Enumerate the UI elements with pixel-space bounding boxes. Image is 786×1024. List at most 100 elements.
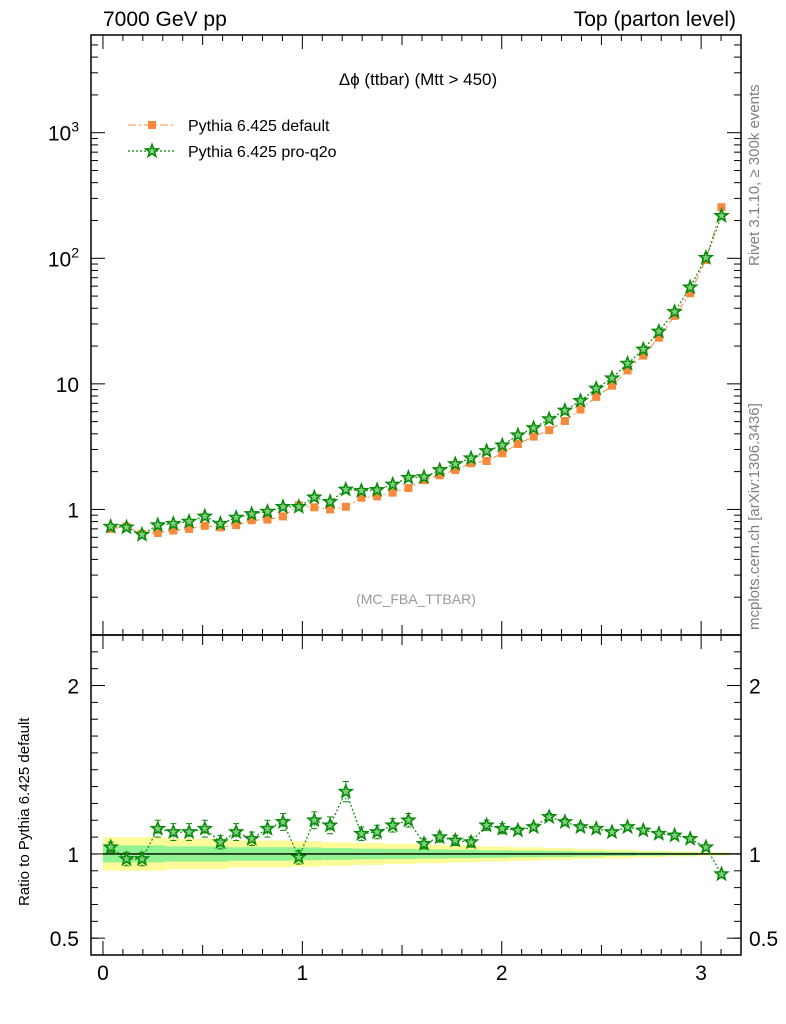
ratio-data-point (494, 819, 511, 836)
ratio-data-point (384, 816, 402, 833)
header-left-label: 7000 GeV pp (103, 8, 227, 31)
data-point-default (232, 521, 241, 530)
ratio-y-tick-label-right: 1 (749, 844, 761, 867)
data-point-proq2o (494, 436, 511, 453)
y-tick-label: 10 (56, 374, 79, 397)
data-point-proq2o (634, 340, 652, 357)
data-point-default (279, 512, 288, 521)
data-point-default (169, 526, 178, 535)
data-point-proq2o (681, 278, 699, 295)
ratio-data-point (478, 816, 495, 833)
data-point-default (326, 505, 335, 514)
data-point-default (498, 449, 507, 458)
data-point-proq2o (462, 449, 480, 466)
data-point-proq2o (587, 379, 605, 396)
data-point-default (247, 516, 256, 525)
ratio-data-point (227, 823, 245, 840)
data-point-default (153, 528, 162, 537)
data-point-default (654, 333, 663, 342)
legend-marker-proq2o (143, 142, 161, 159)
data-point-default (592, 392, 601, 401)
series-line-default (110, 207, 722, 535)
data-point-proq2o (697, 248, 715, 265)
ratio-data-point (697, 838, 715, 855)
ratio-data-point (619, 818, 636, 835)
data-point-proq2o (259, 502, 276, 519)
data-point-proq2o (133, 525, 151, 542)
ratio-data-point (321, 816, 339, 833)
ratio-data-point (290, 848, 308, 865)
data-point-default (639, 351, 648, 360)
data-point-default (388, 488, 397, 497)
data-point-proq2o (415, 468, 433, 485)
ratio-data-point (259, 819, 276, 836)
ratio-data-point (415, 835, 433, 851)
data-point-default (576, 405, 585, 414)
ratio-data-point (243, 830, 261, 846)
ratio-y-tick-label: 0.5 (50, 928, 79, 951)
ratio-data-point (572, 818, 589, 835)
y-tick-label: 103 (48, 119, 79, 146)
data-point-default (404, 484, 413, 493)
data-point-default (310, 503, 319, 512)
data-point-proq2o (149, 516, 167, 533)
data-point-proq2o (431, 461, 449, 478)
data-point-proq2o (352, 481, 370, 498)
data-point-default (482, 457, 491, 466)
x-tick-label: 0 (97, 962, 109, 985)
x-tick-label: 1 (297, 962, 309, 985)
legend: Pythia 6.425 default Pythia 6.425 pro-q2o (128, 118, 337, 161)
data-point-proq2o (650, 322, 668, 339)
ratio-data-point (431, 828, 449, 845)
ratio-data-point (556, 813, 574, 830)
data-point-proq2o (368, 481, 386, 498)
data-point-proq2o (164, 514, 182, 531)
ratio-y-tick-label-right: 2 (749, 676, 761, 699)
data-point-proq2o (446, 455, 464, 472)
data-point-default (185, 524, 194, 533)
ratio-data-point (525, 818, 543, 835)
ratio-y-tick-label-right: 0.5 (749, 928, 778, 951)
ratio-data-point (650, 824, 668, 841)
legend-label-proq2o: Pythia 6.425 pro-q2o (188, 144, 337, 161)
data-point-proq2o (290, 498, 308, 514)
series-line-proq2o (110, 215, 723, 536)
ratio-data-point (540, 808, 558, 825)
ratio-data-point (587, 819, 605, 836)
ratio-data-point (305, 811, 323, 828)
ratio-data-point (462, 833, 480, 850)
data-point-proq2o (211, 514, 229, 531)
ratio-frame (90, 634, 742, 956)
data-point-proq2o (540, 410, 558, 427)
ratio-y-tick-label: 1 (67, 844, 79, 867)
data-point-proq2o (305, 488, 323, 505)
data-point-proq2o (509, 426, 527, 443)
data-point-proq2o (118, 518, 135, 535)
ratio-data-point (509, 821, 527, 838)
ratio-series-line (110, 790, 723, 875)
data-point-proq2o (525, 419, 542, 436)
data-point-default (670, 311, 679, 320)
data-point-default (560, 417, 569, 426)
data-point-proq2o (227, 509, 245, 525)
ratio-panel: 0.5 0.5 1 1 2 2 0 1 2 3 (50, 634, 778, 985)
data-point-proq2o (180, 512, 198, 529)
data-point-default (529, 432, 538, 441)
data-point-default (435, 471, 444, 480)
ratio-data-point (180, 823, 198, 840)
data-point-proq2o (321, 493, 339, 509)
ratio-data-point (666, 826, 683, 843)
legend-label-default: Pythia 6.425 default (188, 118, 330, 135)
data-point-default (451, 466, 460, 475)
main-panel: Δϕ (ttbar) (Mtt > 450) (MC_FBA_TTBAR) 1 10 1… (48, 34, 742, 636)
ratio-data-point (274, 813, 292, 830)
ratio-data-point (713, 865, 730, 882)
y-tick-exponent: 2 (71, 244, 79, 260)
ratio-data-point (353, 824, 370, 841)
data-point-default (686, 289, 695, 298)
data-point-proq2o (478, 442, 496, 459)
header-right-label: Top (parton level) (573, 8, 736, 31)
data-point-proq2o (713, 207, 730, 223)
x-tick-label: 2 (496, 962, 508, 985)
